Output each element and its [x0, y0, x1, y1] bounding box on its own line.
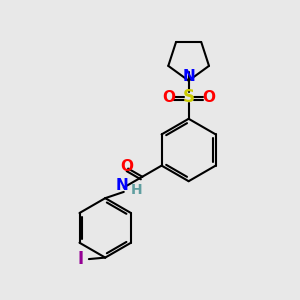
Text: O: O: [202, 90, 215, 105]
Text: O: O: [120, 159, 133, 174]
Text: N: N: [182, 69, 195, 84]
Text: O: O: [162, 90, 175, 105]
Text: N: N: [116, 178, 129, 193]
Text: H: H: [130, 183, 142, 197]
Text: S: S: [183, 88, 195, 106]
Text: I: I: [78, 250, 84, 268]
